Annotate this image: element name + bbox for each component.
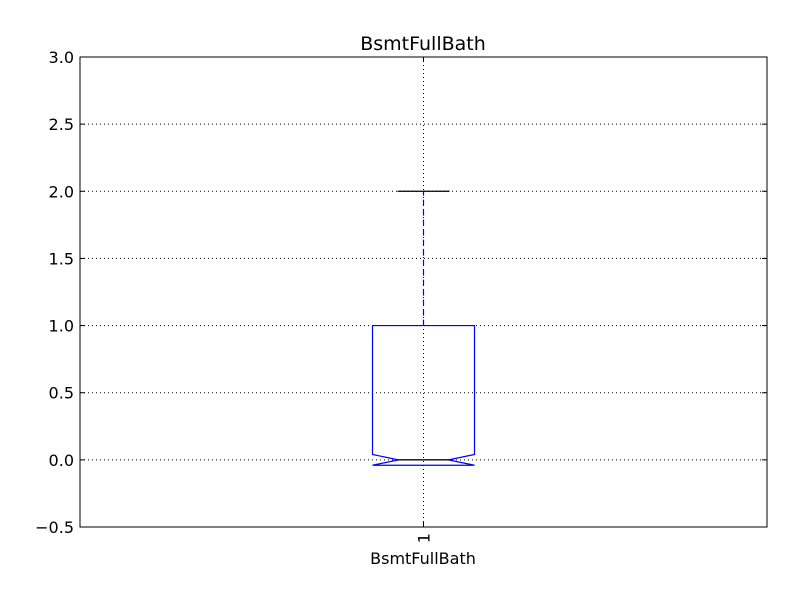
y-tick-label: 1.5 [49, 249, 74, 268]
x-axis-label: BsmtFullBath [370, 549, 476, 568]
y-tick-label: 3.0 [49, 48, 74, 67]
y-tick-label: 2.0 [49, 182, 74, 201]
x-axis-ticks: 1 [415, 57, 434, 543]
y-tick-label: 0.5 [49, 384, 74, 403]
box [371, 324, 476, 466]
x-tick-label: 1 [415, 533, 434, 543]
y-tick-label: 0.0 [49, 451, 74, 470]
y-tick-label: 1.0 [49, 317, 74, 336]
chart-title: BsmtFullBath [360, 33, 486, 55]
box-plot [371, 190, 476, 466]
y-tick-label: −0.5 [35, 518, 74, 537]
y-tick-label: 2.5 [49, 115, 74, 134]
y-axis-ticks: −0.5 0.0 0.5 1.0 1.5 2.0 2.5 3.0 [35, 48, 767, 537]
